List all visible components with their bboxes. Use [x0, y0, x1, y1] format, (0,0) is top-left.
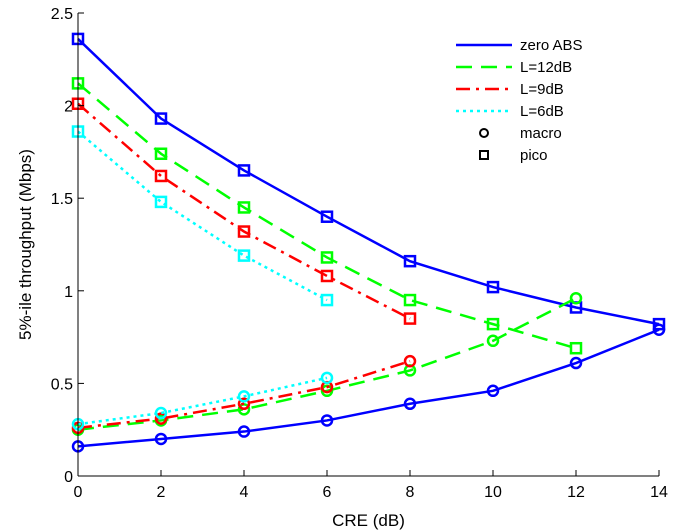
legend-label: L=12dB — [520, 59, 572, 76]
y-axis-label: 5%-ile throughput (Mbps) — [16, 149, 35, 340]
x-tick-label: 14 — [650, 484, 668, 501]
data-point-circle — [403, 354, 417, 368]
y-tick-label: 1.5 — [51, 191, 73, 208]
series-line — [77, 82, 577, 350]
legend-marker-circle — [479, 128, 489, 138]
data-point-square — [237, 201, 251, 214]
data-point-circle — [320, 414, 334, 427]
data-point-square — [320, 293, 334, 307]
data-point-circle — [486, 384, 500, 398]
series-line — [77, 297, 577, 431]
legend-label: L=6dB — [520, 103, 564, 120]
x-tick-label: 0 — [74, 484, 83, 501]
data-point-square — [486, 317, 500, 331]
y-tick-label: 0 — [64, 469, 73, 486]
data-point-square — [237, 249, 251, 262]
data-point-square — [154, 169, 168, 183]
legend-label: L=9dB — [520, 81, 564, 98]
x-tick-label: 4 — [240, 484, 249, 501]
data-point-circle — [154, 432, 168, 446]
data-point-square — [403, 254, 417, 268]
x-axis-label: CRE (dB) — [332, 511, 405, 530]
data-point-circle — [403, 397, 417, 411]
data-point-square — [320, 269, 334, 283]
legend: zero ABS L=12dB L=9dB L=6dB macro pico — [456, 37, 583, 164]
x-tick-label: 6 — [323, 484, 332, 501]
data-point-square — [154, 195, 168, 209]
legend-item-zero-abs: zero ABS — [456, 37, 583, 54]
data-point-square — [569, 341, 583, 355]
legend-item-macro: macro — [479, 125, 562, 142]
x-tick-label: 2 — [157, 484, 166, 501]
data-point-square — [154, 112, 168, 125]
data-point-square — [320, 251, 334, 264]
y-tick-label: 2.5 — [51, 6, 73, 23]
data-point-square — [154, 147, 168, 161]
data-point-circle — [320, 371, 334, 385]
y-tick-label: 0.5 — [51, 376, 73, 393]
data-point-square — [403, 293, 417, 307]
y-tick-label: 1 — [64, 284, 73, 301]
legend-marker-square — [479, 150, 489, 160]
data-point-circle — [652, 323, 666, 336]
series-layer — [71, 32, 666, 453]
data-point-square — [237, 225, 251, 238]
data-point-circle — [154, 406, 168, 420]
data-point-circle — [569, 291, 583, 305]
legend-item-l-9db: L=9dB — [456, 81, 564, 98]
series-line — [77, 376, 328, 426]
x-tick-label: 12 — [567, 484, 585, 501]
data-point-circle — [154, 412, 168, 425]
data-point-square — [320, 210, 334, 223]
axes-layer: 0 2 4 6 8 10 12 14 0 0.5 1 1.5 2 2.5 — [51, 6, 668, 501]
data-point-circle — [569, 356, 583, 370]
data-point-circle — [237, 425, 251, 438]
legend-label: zero ABS — [520, 37, 583, 54]
data-point-circle — [237, 397, 251, 411]
legend-item-pico: pico — [479, 147, 548, 164]
series-line — [77, 328, 660, 448]
data-point-square — [652, 317, 666, 331]
series-line — [77, 359, 411, 430]
legend-item-l-12db: L=12dB — [456, 59, 572, 76]
y-tick-label: 2 — [64, 99, 73, 116]
series-l-12db-square — [71, 77, 583, 355]
x-tick-label: 10 — [484, 484, 502, 501]
data-point-circle — [486, 334, 500, 348]
x-tick-label: 8 — [406, 484, 415, 501]
data-point-square — [486, 280, 500, 294]
series-line — [77, 130, 328, 302]
data-point-square — [237, 164, 251, 177]
legend-label: pico — [520, 147, 548, 164]
legend-item-l-6db: L=6dB — [456, 103, 564, 120]
data-point-square — [403, 312, 417, 325]
series-line — [77, 102, 411, 320]
data-point-circle — [237, 390, 251, 403]
legend-label: macro — [520, 125, 562, 142]
